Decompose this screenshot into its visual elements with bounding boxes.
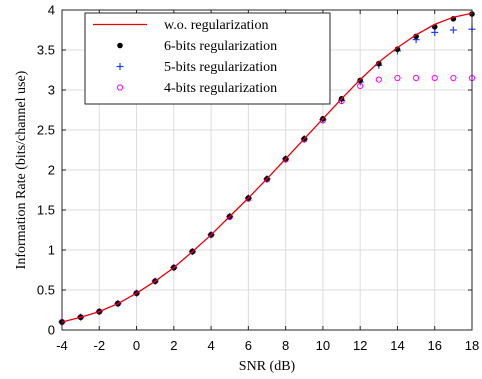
series-4-point <box>431 74 438 82</box>
x-tick-label: 8 <box>282 338 289 353</box>
x-tick-label: 10 <box>316 338 330 353</box>
legend-box <box>84 12 331 105</box>
legend-label: 4-bits regularization <box>164 81 277 96</box>
x-tick-label: 2 <box>170 338 177 353</box>
legend-label: 6-bits regularization <box>164 39 277 54</box>
x-tick-label: 0 <box>133 338 140 353</box>
series-layer <box>58 11 476 326</box>
legend-swatch-marker <box>116 63 124 70</box>
x-tick-label: 12 <box>353 338 367 353</box>
legend: w.o. regularization 6-bits regularization… <box>84 12 331 105</box>
series-1-line <box>61 12 473 323</box>
y-tick-label: 2 <box>48 163 55 178</box>
y-tick-label: 2.5 <box>37 123 55 138</box>
y-tick-label: 1 <box>48 243 55 258</box>
legend-item: 5-bits regularization <box>116 60 277 75</box>
legend-label: w.o. regularization <box>164 18 268 33</box>
x-tick-label: 4 <box>207 338 214 353</box>
x-tick-label: 18 <box>465 338 479 353</box>
legend-label: 5-bits regularization <box>164 60 277 75</box>
x-axis-title: SNR (dB) <box>239 359 296 374</box>
series-1 <box>61 12 473 323</box>
y-axis-title: Information Rate (bits/channel use) <box>14 70 29 269</box>
y-tick-label: 3 <box>48 83 55 98</box>
legend-swatch-marker <box>117 42 123 49</box>
y-tick-label: 0 <box>48 323 55 338</box>
x-tick-label: -2 <box>93 338 105 353</box>
series-4-point <box>450 74 457 82</box>
series-4-point <box>394 74 401 82</box>
tick-layer: -4 -2 0 2 4 6 8 10 12 14 16 18 0 0.5 1 1.5 2 2.5 3 3.5 4 <box>37 3 479 354</box>
x-tick-label: 6 <box>245 338 252 353</box>
series-4-point <box>375 76 382 83</box>
series-3-point <box>449 26 457 34</box>
series-4-point <box>412 74 420 82</box>
y-tick-label: 4 <box>48 3 55 18</box>
y-tick-label: 3.5 <box>37 43 55 58</box>
x-tick-label: -4 <box>56 338 68 353</box>
y-tick-label: 1.5 <box>37 203 55 218</box>
y-tick-label: 0.5 <box>37 283 55 298</box>
legend-item: w.o. regularization <box>93 18 268 33</box>
legend-item: 6-bits regularization <box>117 39 277 54</box>
x-tick-label: 16 <box>427 338 441 353</box>
series-2-point <box>376 60 382 67</box>
series-3-point <box>431 28 439 36</box>
legend-item: 4-bits regularization <box>116 81 277 96</box>
x-tick-label: 14 <box>390 338 404 353</box>
series-2-point <box>394 46 401 52</box>
legend-swatch-marker <box>116 84 124 91</box>
